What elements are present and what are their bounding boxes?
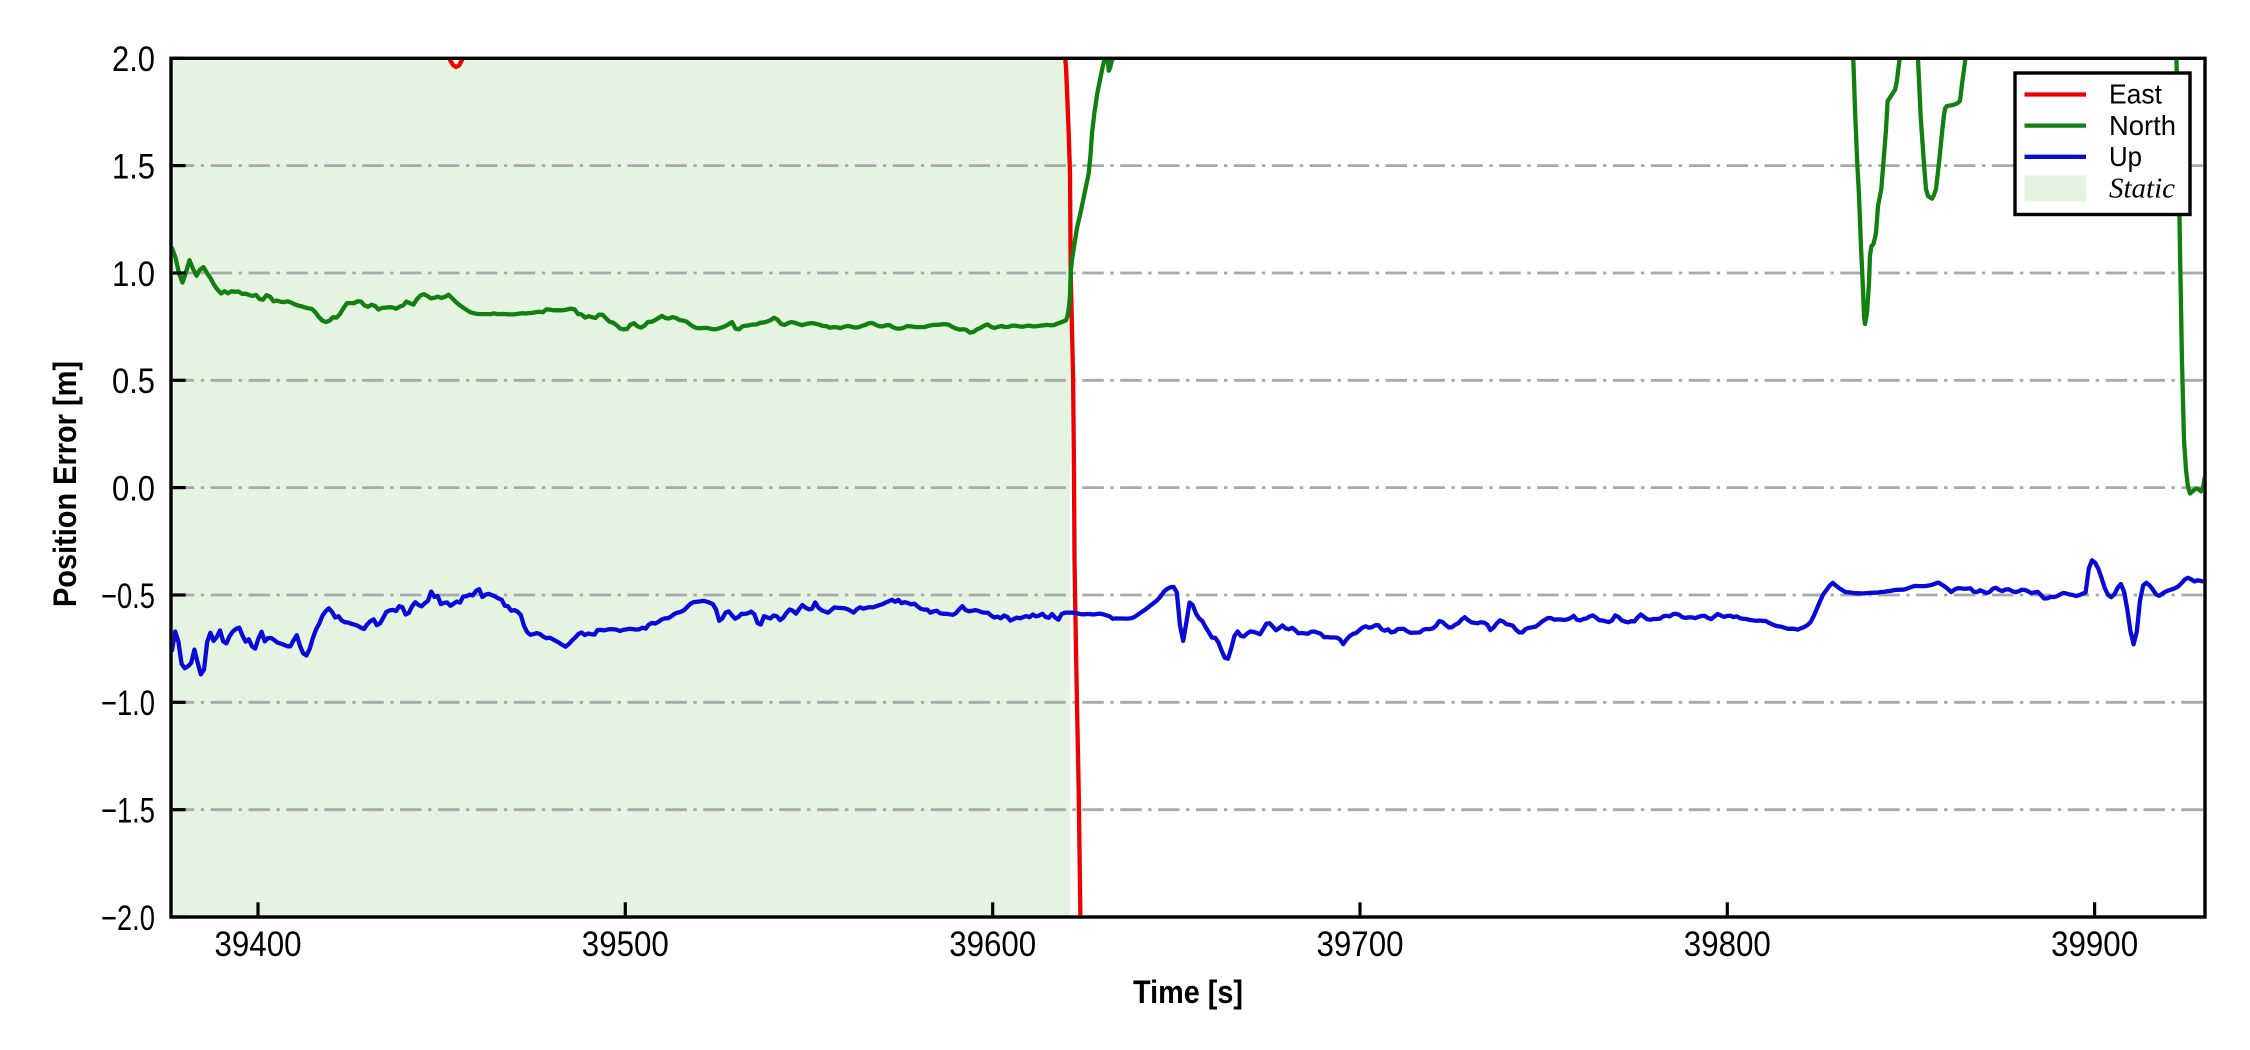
- svg-text:−2.0: −2.0: [101, 898, 155, 938]
- svg-text:1.0: 1.0: [112, 254, 155, 294]
- svg-text:Time [s]: Time [s]: [1133, 974, 1243, 1010]
- svg-text:39900: 39900: [2051, 924, 2138, 964]
- svg-text:−1.0: −1.0: [101, 683, 155, 723]
- svg-text:39800: 39800: [1684, 924, 1771, 964]
- svg-text:39500: 39500: [582, 924, 669, 964]
- svg-text:39600: 39600: [949, 924, 1036, 964]
- svg-text:−1.5: −1.5: [101, 791, 155, 831]
- svg-text:39700: 39700: [1317, 924, 1404, 964]
- svg-text:Static: Static: [2109, 174, 2176, 205]
- svg-text:39400: 39400: [215, 924, 302, 964]
- svg-text:0.5: 0.5: [112, 361, 155, 401]
- svg-text:Position Error [m]: Position Error [m]: [47, 361, 83, 607]
- svg-text:North: North: [2109, 110, 2176, 141]
- svg-text:−0.5: −0.5: [101, 576, 155, 616]
- svg-text:1.5: 1.5: [112, 147, 155, 187]
- svg-text:Up: Up: [2109, 141, 2142, 172]
- svg-text:East: East: [2109, 79, 2162, 110]
- svg-text:2.0: 2.0: [112, 39, 155, 79]
- svg-text:0.0: 0.0: [112, 469, 155, 509]
